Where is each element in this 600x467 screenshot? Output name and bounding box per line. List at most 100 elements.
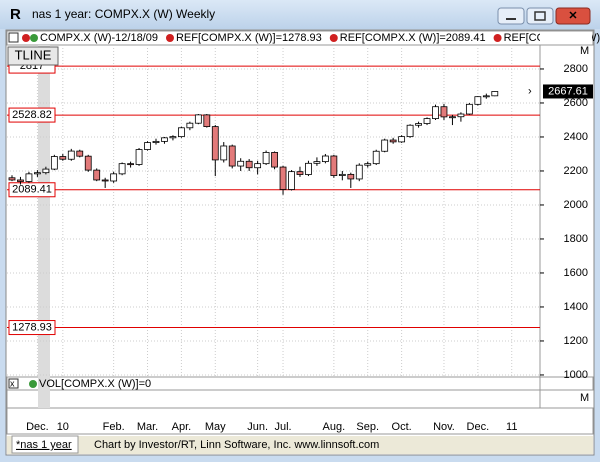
ref-label-box bbox=[8, 107, 56, 123]
candle-body bbox=[59, 156, 67, 160]
candle-body bbox=[271, 152, 278, 168]
legend-dot bbox=[22, 34, 30, 42]
candle-body bbox=[237, 160, 245, 167]
candle-body bbox=[93, 169, 101, 181]
candle-body bbox=[381, 139, 389, 152]
candle-body bbox=[423, 118, 431, 124]
candle-body bbox=[372, 150, 380, 165]
candle-body bbox=[135, 149, 143, 165]
candle-body bbox=[127, 163, 134, 166]
volume-label: VOL[COMPX.X (W)]=0 bbox=[39, 378, 151, 390]
ref-label: 1278.93 bbox=[12, 321, 52, 333]
window-title: nas 1 year: COMPX.X (W) Weekly bbox=[32, 7, 215, 21]
candle-body bbox=[474, 96, 482, 105]
candle-body bbox=[25, 173, 33, 182]
candle-body bbox=[42, 168, 50, 174]
y-tick-label: 1000 bbox=[564, 369, 588, 381]
x-tick-label: Aug. bbox=[323, 421, 346, 433]
x-tick-label: Nov. bbox=[433, 421, 455, 433]
x-tick-label: Sep. bbox=[356, 421, 379, 433]
legend-dot bbox=[30, 34, 38, 42]
candle-body bbox=[17, 179, 24, 182]
annotation: TLINE bbox=[15, 47, 52, 62]
candle-body bbox=[465, 103, 473, 115]
x-tick-label: Apr. bbox=[172, 421, 192, 433]
candle-body bbox=[186, 122, 194, 129]
maximize-button[interactable] bbox=[526, 7, 554, 25]
candle-body bbox=[415, 123, 422, 126]
x-tick-label: May bbox=[205, 421, 226, 433]
ref-label-box bbox=[8, 182, 56, 198]
last-value: 2667.61 bbox=[548, 85, 588, 97]
cursor-band bbox=[38, 45, 50, 408]
candle-body bbox=[313, 161, 321, 164]
close-button[interactable] bbox=[555, 7, 591, 25]
candle-body bbox=[177, 127, 185, 138]
candle-body bbox=[338, 173, 346, 176]
minimize-button[interactable] bbox=[497, 7, 525, 25]
close-icon: ✕ bbox=[568, 10, 577, 22]
candle-body bbox=[432, 106, 439, 120]
x-tick-label: Mar. bbox=[137, 421, 158, 433]
pane-marker: M bbox=[580, 45, 589, 57]
legend-dot bbox=[493, 34, 502, 42]
close-box[interactable] bbox=[8, 378, 19, 389]
candle-body bbox=[449, 116, 456, 119]
candle-body bbox=[389, 139, 397, 143]
tab-label[interactable]: *nas 1 year bbox=[16, 439, 72, 451]
candle-body bbox=[288, 171, 295, 190]
candle-body bbox=[228, 145, 236, 167]
plot: 1000 1200 1400 1600 1800 2000 2200 2400 2600 2800… bbox=[7, 45, 593, 433]
candle-body bbox=[398, 136, 406, 143]
y-tick-label: 1400 bbox=[564, 301, 588, 313]
legend-clip bbox=[540, 32, 592, 44]
y-tick-label: 2200 bbox=[564, 165, 588, 177]
x-axis-pane bbox=[6, 407, 594, 435]
candle-body bbox=[220, 145, 228, 161]
x-tick-label: Feb. bbox=[103, 421, 125, 433]
annotation-box bbox=[7, 46, 59, 66]
last-value-box bbox=[543, 84, 593, 99]
candle-body bbox=[245, 160, 253, 169]
x-tick-label: 10 bbox=[57, 421, 69, 433]
candle-body bbox=[101, 179, 109, 182]
legend-dot bbox=[165, 34, 174, 42]
candle-body bbox=[330, 155, 338, 176]
candle-body bbox=[347, 173, 355, 180]
candle-body bbox=[279, 166, 287, 190]
legend-dot bbox=[329, 34, 338, 42]
x-tick-label: Jul. bbox=[274, 421, 291, 433]
candle-body bbox=[152, 140, 160, 143]
legend-strip bbox=[6, 30, 594, 46]
last-arrow: › bbox=[528, 85, 532, 97]
x-tick-label: 11 bbox=[506, 421, 517, 433]
candle-body bbox=[457, 113, 465, 118]
candle-body bbox=[355, 164, 363, 180]
x-tick-label: Jun. bbox=[247, 421, 268, 433]
y-tick-label: 1600 bbox=[564, 267, 588, 279]
x-tick-label: Dec. bbox=[26, 421, 49, 433]
candle-body bbox=[8, 177, 16, 181]
candle-body bbox=[110, 173, 118, 182]
legend-entry: REF[COMPX.X (W)]=1278.93 bbox=[176, 32, 322, 44]
candle-body bbox=[296, 171, 304, 175]
legend-dot bbox=[29, 380, 37, 388]
candle-body bbox=[254, 163, 262, 169]
volume-pane bbox=[6, 389, 541, 409]
candle-body bbox=[76, 150, 84, 157]
ref-label: 2089.41 bbox=[12, 184, 52, 196]
candle-body bbox=[169, 136, 177, 139]
x-tick-label: Dec. bbox=[467, 421, 490, 433]
ref-label-box bbox=[8, 320, 56, 336]
close-x: x bbox=[10, 378, 15, 388]
pane-marker: M bbox=[580, 392, 589, 404]
x-tick-label: Oct. bbox=[392, 421, 412, 433]
y-tick-label: 1800 bbox=[564, 233, 588, 245]
candle-body bbox=[305, 162, 312, 175]
candle-body bbox=[161, 137, 168, 142]
candle-body bbox=[50, 156, 58, 170]
app-icon: R bbox=[10, 6, 21, 23]
candle-body bbox=[194, 114, 202, 124]
footer-tab[interactable] bbox=[11, 435, 79, 454]
y-tick-label: 2800 bbox=[564, 63, 588, 75]
